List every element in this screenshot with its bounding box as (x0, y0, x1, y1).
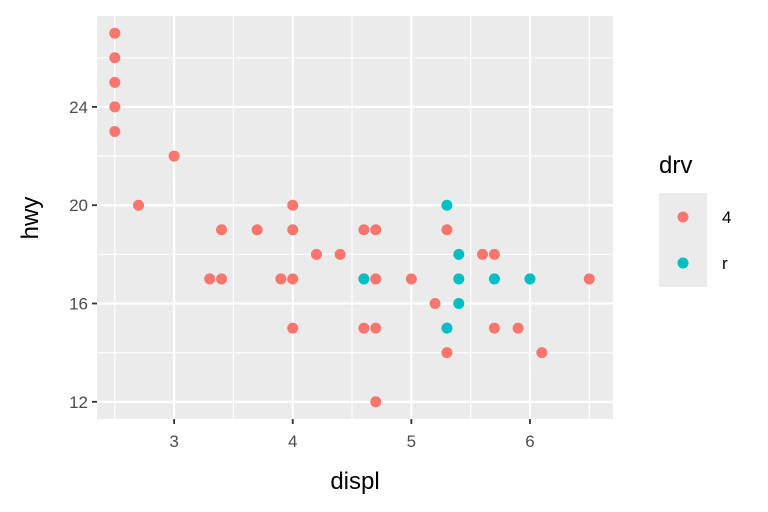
point-drv-4 (287, 199, 299, 211)
point-drv-4 (370, 322, 382, 334)
point-drv-4 (370, 224, 382, 236)
point-drv-4 (358, 322, 370, 334)
y-axis: 12 16 20 24 (69, 98, 97, 412)
point-drv-4 (512, 322, 524, 334)
point-drv-4 (370, 396, 382, 408)
point-drv-4 (429, 298, 441, 310)
point-drv-4 (488, 248, 500, 260)
point-drv-r (453, 298, 465, 310)
x-tick-label: 5 (407, 432, 416, 451)
x-axis: 3 4 5 6 (169, 419, 535, 451)
legend: drv 4 r (659, 152, 731, 287)
x-tick-label: 4 (288, 432, 297, 451)
point-drv-r (488, 273, 500, 285)
point-drv-4 (334, 248, 346, 260)
point-drv-4 (488, 322, 500, 334)
legend-key-r-dot (677, 257, 689, 269)
point-drv-4 (287, 322, 299, 334)
point-drv-4 (287, 273, 299, 285)
y-tick-label: 16 (69, 295, 88, 314)
point-drv-r (441, 199, 453, 211)
point-drv-4 (109, 101, 121, 113)
point-drv-4 (168, 150, 180, 162)
y-tick-label: 24 (69, 98, 88, 117)
x-axis-title: displ (330, 468, 379, 495)
major-gridlines (97, 16, 613, 419)
point-drv-4 (287, 224, 299, 236)
point-drv-r (453, 248, 465, 260)
point-drv-4 (251, 224, 263, 236)
point-drv-4 (109, 76, 121, 88)
point-drv-r (358, 273, 370, 285)
point-drv-4 (477, 248, 489, 260)
point-drv-4 (536, 347, 548, 359)
point-drv-4 (370, 273, 382, 285)
point-drv-r (453, 273, 465, 285)
y-tick-label: 20 (69, 196, 88, 215)
legend-title: drv (659, 152, 692, 179)
point-drv-4 (204, 273, 216, 285)
point-drv-4 (358, 224, 370, 236)
point-drv-4 (133, 199, 145, 211)
legend-label-r: r (722, 254, 728, 273)
legend-key-4-dot (677, 211, 689, 223)
x-tick-label: 6 (525, 432, 534, 451)
point-drv-4 (441, 347, 453, 359)
data-points (109, 27, 595, 408)
point-drv-4 (109, 52, 121, 64)
point-drv-4 (216, 273, 228, 285)
point-drv-4 (216, 224, 228, 236)
legend-label-4: 4 (722, 208, 731, 227)
point-drv-4 (275, 273, 287, 285)
point-drv-4 (310, 248, 322, 260)
point-drv-4 (109, 27, 121, 39)
y-tick-label: 12 (69, 393, 88, 412)
minor-gridlines (97, 16, 613, 419)
point-drv-4 (583, 273, 595, 285)
point-drv-r (441, 322, 453, 334)
point-drv-4 (109, 125, 121, 137)
point-drv-4 (441, 224, 453, 236)
point-drv-4 (405, 273, 417, 285)
x-tick-label: 3 (169, 432, 178, 451)
point-drv-r (524, 273, 536, 285)
y-axis-title: hwy (17, 197, 44, 240)
plot-panel (97, 16, 613, 419)
